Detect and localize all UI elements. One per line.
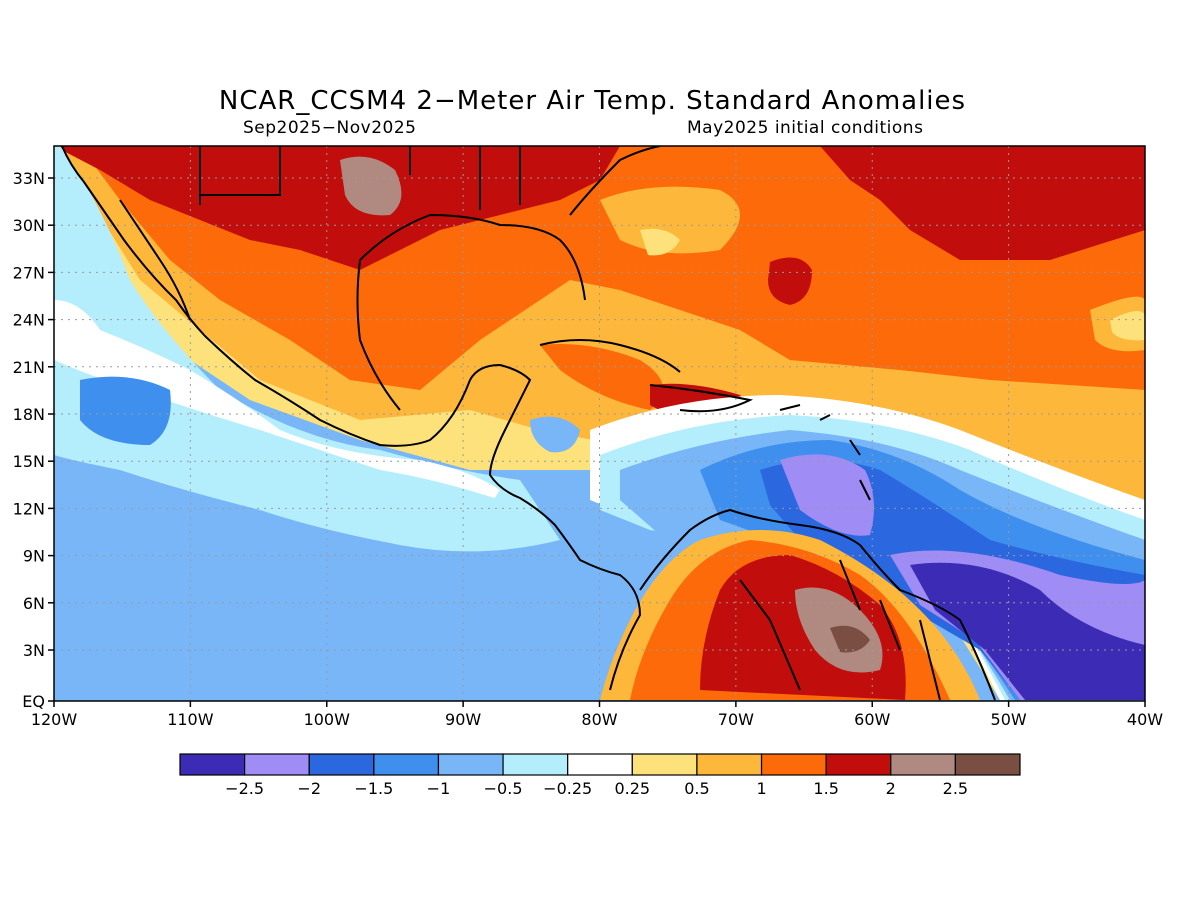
colorbar-swatch xyxy=(567,753,633,776)
colorbar-swatch xyxy=(825,753,892,776)
colorbar-swatch xyxy=(437,753,504,776)
colorbar-label: 0.5 xyxy=(684,779,709,798)
coastlines xyxy=(61,146,996,701)
coast-mexico-gulf xyxy=(356,259,401,411)
lon-label: 60W xyxy=(854,710,890,729)
colorbar: −2.5 −2 −1.5 −1 −0.5 −0.25 0.25 0.5 1 1.5 2 2.5 xyxy=(179,753,1021,798)
colorbar-swatch xyxy=(696,753,763,776)
coast-us-east xyxy=(569,146,661,216)
lat-label: 6N xyxy=(23,594,45,613)
field-white-pacific xyxy=(54,300,500,520)
coast-cuba xyxy=(539,339,681,373)
lat-label: 27N xyxy=(13,263,45,282)
latitude-axis: 33N 30N 27N 24N 21N 18N 15N 12N 9N 6N 3N EQ xyxy=(13,169,54,711)
field-deep-purple xyxy=(910,562,1145,700)
colorbar-swatch xyxy=(890,753,956,776)
lat-label: 30N xyxy=(13,216,45,235)
lon-label: 70W xyxy=(718,710,754,729)
coast-antilles xyxy=(779,404,871,501)
field-blue-pacific xyxy=(54,440,600,700)
lat-label: 9N xyxy=(23,547,45,566)
lat-label: 15N xyxy=(13,452,45,471)
lon-label: 90W xyxy=(445,710,481,729)
anomaly-field xyxy=(54,146,1145,701)
colorbar-label: 1.5 xyxy=(813,779,838,798)
chart-title: NCAR_CCSM4 2−Meter Air Temp. Standard An… xyxy=(218,86,967,116)
field-darkbrown-sa xyxy=(830,625,870,653)
borders-north xyxy=(199,146,521,210)
colorbar-swatch xyxy=(760,753,827,776)
graticule xyxy=(54,146,1145,701)
field-patch xyxy=(540,344,663,410)
colorbar-label: 2.5 xyxy=(943,779,968,798)
coast-hispaniola xyxy=(649,384,754,413)
lat-label: 24N xyxy=(13,311,45,330)
lon-label: 80W xyxy=(581,710,617,729)
colorbar-swatch xyxy=(631,753,698,776)
coast-gulf xyxy=(359,213,586,301)
field-patch xyxy=(768,257,812,305)
colorbar-label: −2 xyxy=(297,779,321,798)
colorbar-label: 0.25 xyxy=(614,779,650,798)
initial-conditions: May2025 initial conditions xyxy=(687,118,924,138)
field-lavender-1 xyxy=(780,454,874,536)
longitude-axis: 120W 110W 100W 90W 80W 70W 60W 50W 40W xyxy=(31,701,1163,729)
lon-label: 50W xyxy=(991,710,1027,729)
colorbar-label: −0.5 xyxy=(484,779,523,798)
colorbar-label: 1 xyxy=(756,779,766,798)
coast-south-america xyxy=(639,508,996,701)
lat-label: 3N xyxy=(23,641,45,660)
lat-label: 12N xyxy=(13,499,45,518)
colorbar-swatch xyxy=(502,753,569,776)
lat-label: 33N xyxy=(13,169,45,188)
colorbar-label: −1 xyxy=(427,779,451,798)
lat-label: EQ xyxy=(22,692,45,711)
lon-label: 120W xyxy=(31,710,78,729)
colorbar-swatch xyxy=(954,753,1021,776)
field-midblue-pacific xyxy=(80,376,171,445)
colorbar-label: −0.25 xyxy=(543,779,592,798)
lat-label: 18N xyxy=(13,405,45,424)
coast-mainland xyxy=(61,146,642,691)
colorbar-swatch xyxy=(244,753,310,776)
field-patch xyxy=(530,416,580,453)
field-red-atlantic xyxy=(820,146,1145,260)
colorbar-swatch xyxy=(373,753,440,776)
colorbar-swatch xyxy=(308,753,375,776)
field-brown-north xyxy=(340,156,402,216)
colorbar-label: 2 xyxy=(886,779,896,798)
field-red-north xyxy=(54,146,620,270)
colorbar-swatch xyxy=(179,753,246,776)
field-patch xyxy=(1110,311,1145,341)
coast-baja xyxy=(119,199,191,321)
field-patch xyxy=(640,228,680,256)
lon-label: 100W xyxy=(304,710,351,729)
field-patch xyxy=(600,186,740,254)
lat-label: 21N xyxy=(13,358,45,377)
lon-label: 110W xyxy=(167,710,214,729)
lon-label: 40W xyxy=(1127,710,1163,729)
forecast-period: Sep2025−Nov2025 xyxy=(243,118,417,138)
borders-south xyxy=(739,559,941,701)
colorbar-label: −1.5 xyxy=(354,779,393,798)
colorbar-label: −2.5 xyxy=(225,779,264,798)
